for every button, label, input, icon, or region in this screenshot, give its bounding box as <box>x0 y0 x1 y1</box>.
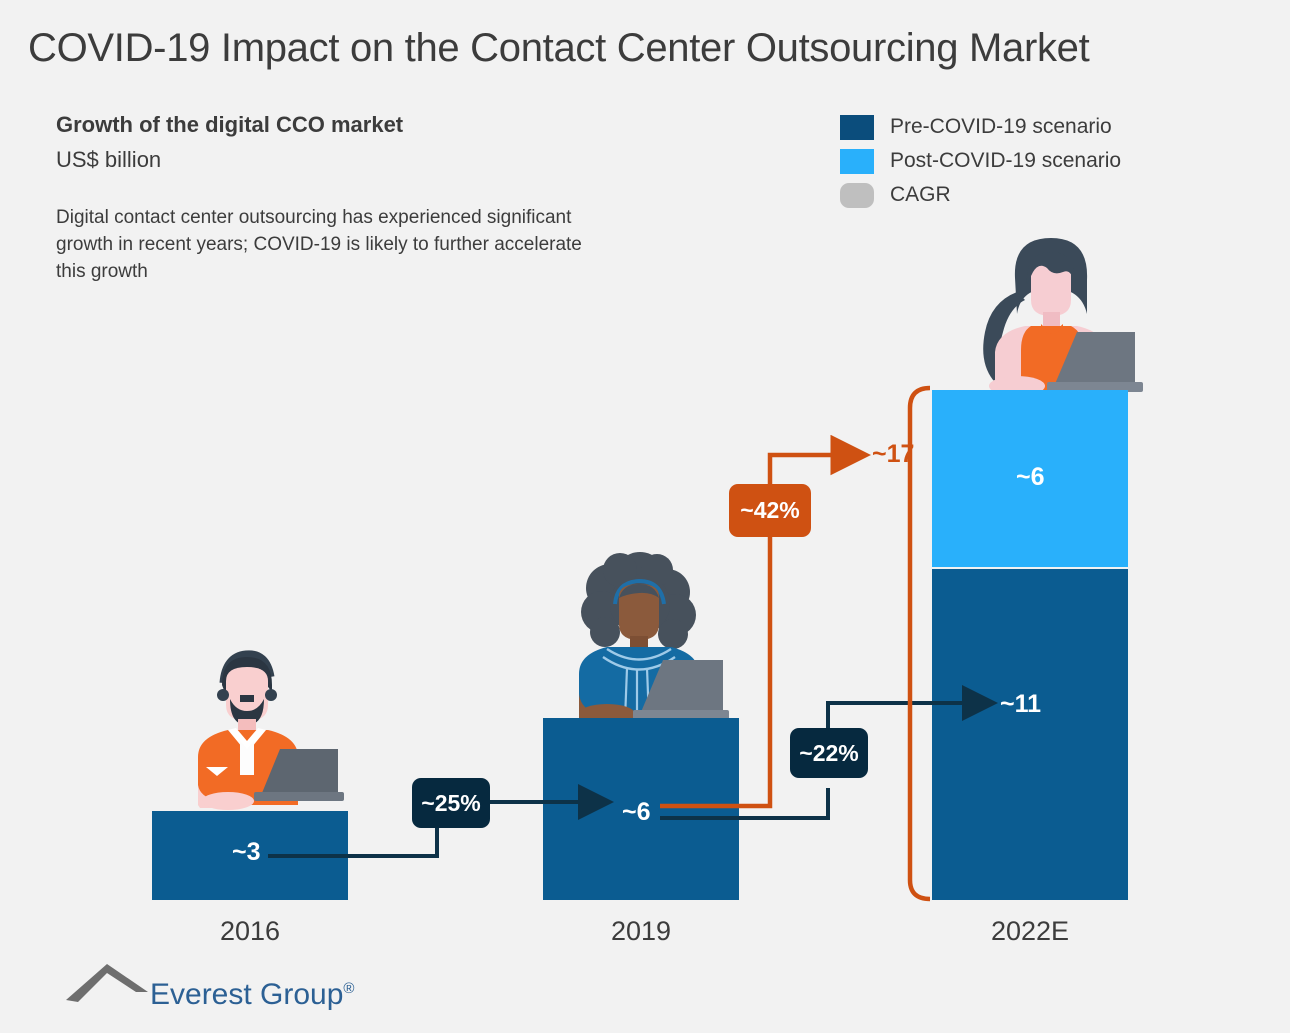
legend-label-post-covid: Post-COVID-19 scenario <box>890 149 1122 172</box>
legend-swatch-pre-covid <box>840 114 874 140</box>
bar-label-2019: ~6 <box>622 798 651 826</box>
bar-2022-post-covid[interactable] <box>932 390 1128 567</box>
cagr-badge-22[interactable]: ~22% <box>790 728 868 778</box>
illustration-2019-agent <box>579 552 729 722</box>
cagr-badge-25[interactable]: ~25% <box>412 778 490 828</box>
bar-label-2016: ~3 <box>232 838 261 866</box>
legend-swatch-post-covid <box>840 148 874 174</box>
everest-group-logo[interactable]: Everest Group® <box>60 958 354 1028</box>
legend-label-cagr: CAGR <box>890 183 951 206</box>
legend-item-pre-covid: Pre-COVID-19 scenario <box>840 110 1121 144</box>
illustration-2022-agent <box>983 238 1143 393</box>
logo-wordmark: Everest Group® <box>150 978 354 1012</box>
page-title: COVID-19 Impact on the Contact Center Ou… <box>28 26 1090 70</box>
mountain-peak-icon <box>66 964 148 1002</box>
logo-name: Everest Group <box>150 978 344 1011</box>
legend-item-cagr: CAGR <box>840 178 1121 212</box>
chart-units: US$ billion <box>56 147 162 172</box>
bar-label-2022-pre-covid: ~11 <box>1000 690 1042 718</box>
callout-total-2022: ~17 <box>872 440 915 468</box>
chart-legend: Pre-COVID-19 scenario Post-COVID-19 scen… <box>840 110 1121 212</box>
axis-label-2019: 2019 <box>610 916 672 946</box>
bar-2022-pre-covid[interactable] <box>932 569 1128 900</box>
axis-label-2016: 2016 <box>219 916 281 946</box>
illustration-2016-agent <box>198 650 344 810</box>
bar-label-2022-post-covid: ~6 <box>1016 463 1045 491</box>
cagr-badge-42[interactable]: ~42% <box>729 484 811 537</box>
logo-registered-mark: ® <box>343 980 355 997</box>
chart-subtitle: Growth of the digital CCO market <box>56 112 404 137</box>
axis-label-2022: 2022E <box>990 916 1070 946</box>
legend-swatch-cagr <box>840 182 874 208</box>
description-text: Digital contact center outsourcing has e… <box>56 207 582 282</box>
legend-label-pre-covid: Pre-COVID-19 scenario <box>890 115 1112 138</box>
legend-item-post-covid: Post-COVID-19 scenario <box>840 144 1121 178</box>
